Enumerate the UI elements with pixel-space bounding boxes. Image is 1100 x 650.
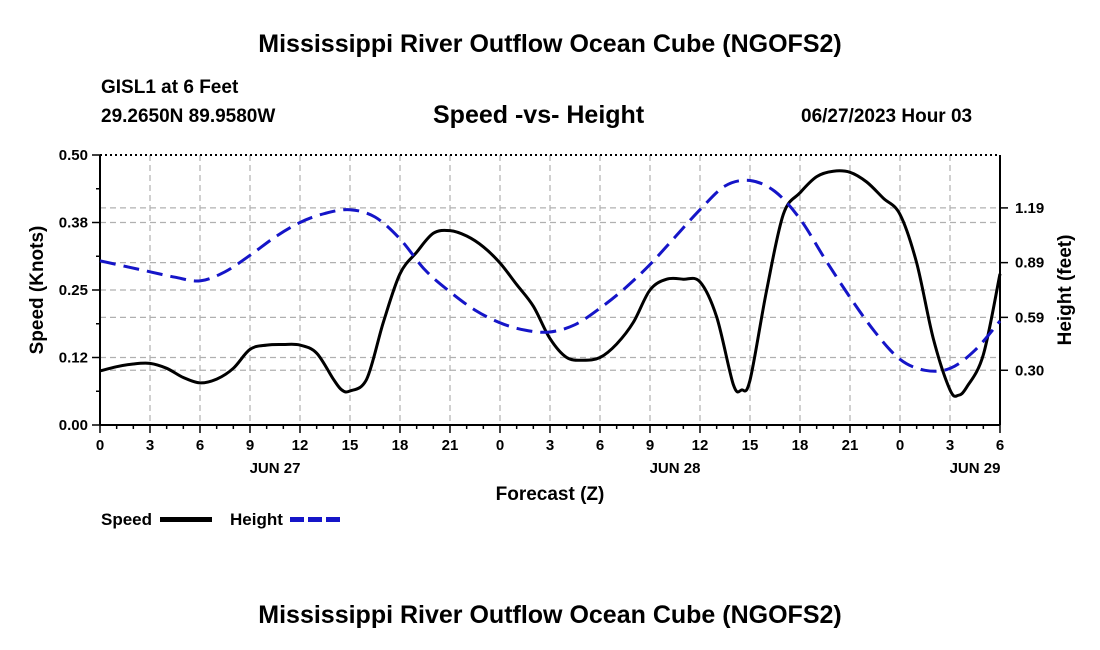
x-tick-label-14: 18 <box>792 437 809 454</box>
x-tick-label-13: 15 <box>742 437 759 454</box>
x-tick-label-16: 0 <box>896 437 904 454</box>
axis-ticks <box>92 154 1008 433</box>
y2-tick-label-3: 1.19 <box>1015 200 1044 217</box>
x-tick-label-5: 15 <box>342 437 359 454</box>
x-tick-label-15: 21 <box>842 437 859 454</box>
y-tick-label-3: 0.38 <box>59 215 88 232</box>
day-label-2: JUN 29 <box>950 460 1001 477</box>
x-tick-label-1: 3 <box>146 437 154 454</box>
y-tick-label-1: 0.12 <box>59 350 88 367</box>
x-tick-label-18: 6 <box>996 437 1004 454</box>
legend-speed-label: Speed <box>101 510 153 529</box>
x-tick-label-11: 9 <box>646 437 654 454</box>
legend-speed-swatch <box>160 517 212 522</box>
x-tick-label-4: 12 <box>292 437 309 454</box>
x-tick-label-7: 21 <box>442 437 459 454</box>
tick-labels: 0 3 6 9 12 15 18 21 0 3 6 9 12 15 18 21 0 3 6 JUN 27 JUN 28 J… <box>59 147 1044 477</box>
y-tick-label-4: 0.50 <box>59 147 88 164</box>
y-tick-label-0: 0.00 <box>59 417 88 434</box>
x-tick-label-0: 0 <box>96 437 104 454</box>
y2-tick-label-0: 0.30 <box>1015 362 1044 379</box>
forecast-datetime: 06/27/2023 Hour 03 <box>801 106 973 127</box>
x-tick-label-9: 3 <box>546 437 554 454</box>
legend-height-swatch <box>290 517 342 522</box>
y2-tick-label-2: 0.89 <box>1015 255 1044 272</box>
series-line-height <box>99 178 1002 373</box>
footer-title: Mississippi River Outflow Ocean Cube (NG… <box>258 601 842 629</box>
x-tick-label-10: 6 <box>596 437 604 454</box>
x-tick-label-12: 12 <box>692 437 709 454</box>
y-axis-label: Speed (Knots) <box>27 226 48 355</box>
page-title: Mississippi River Outflow Ocean Cube (NG… <box>258 30 842 58</box>
chart-subtitle: Speed -vs- Height <box>433 101 645 129</box>
grid-lines <box>100 155 1000 425</box>
y2-tick-label-1: 0.59 <box>1015 309 1044 326</box>
x-tick-label-3: 9 <box>246 437 254 454</box>
x-tick-label-8: 0 <box>496 437 504 454</box>
x-axis-label: Forecast (Z) <box>496 484 605 505</box>
y-tick-label-2: 0.25 <box>59 282 88 299</box>
station-label: GISL1 at 6 Feet <box>101 77 239 98</box>
x-tick-label-6: 18 <box>392 437 409 454</box>
day-label-0: JUN 27 <box>250 460 301 477</box>
x-tick-label-2: 6 <box>196 437 204 454</box>
series-line-speed <box>99 169 1002 398</box>
day-label-1: JUN 28 <box>650 460 701 477</box>
x-tick-label-17: 3 <box>946 437 954 454</box>
y2-axis-label: Height (feet) <box>1055 235 1076 346</box>
series-lines <box>99 169 1002 398</box>
station-coords: 29.2650N 89.9580W <box>101 106 276 127</box>
legend-height-label: Height <box>230 510 283 529</box>
